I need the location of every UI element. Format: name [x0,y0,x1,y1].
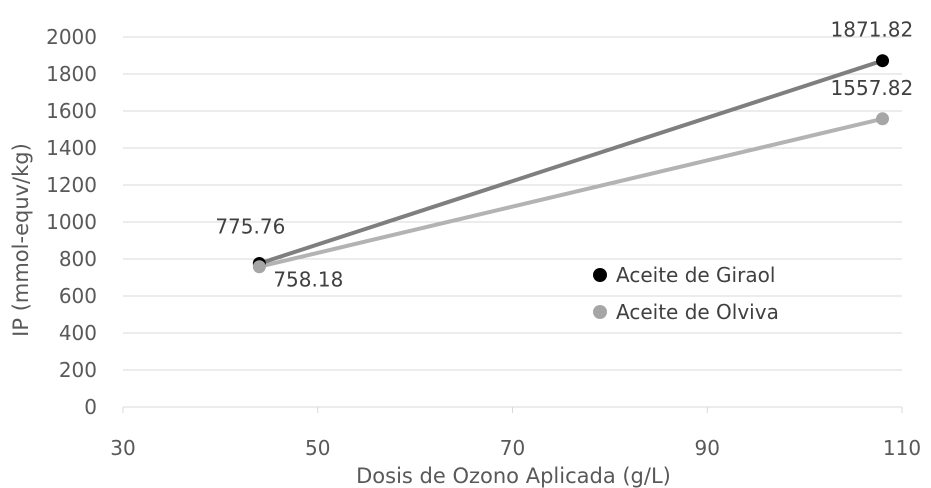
series-lines [257,58,885,269]
x-tick-labels: 30 50 70 90 110 [110,436,921,460]
x-axis-label: Dosis de Ozono Aplicada (g/L) [356,464,671,488]
y-tick-label: 600 [59,284,97,308]
data-point [252,260,266,274]
y-tick-label: 1000 [46,210,97,234]
data-label: 758.18 [273,268,343,292]
data-point [876,112,890,126]
x-tick-label: 90 [695,436,720,460]
legend: Aceite de Giraol Aceite de Olviva [593,263,779,324]
series-line [257,58,885,266]
data-label: 1557.82 [831,76,914,100]
axes [122,406,903,413]
legend-entry-label: Aceite de Giraol [616,263,775,287]
x-tick-label: 50 [305,436,330,460]
y-tick-label: 2000 [46,25,97,49]
y-tick-label: 1800 [46,62,97,86]
y-tick-label: 400 [59,321,97,345]
y-tick-label: 1600 [46,99,97,123]
gridlines [123,36,902,371]
x-tick-label: 30 [110,436,135,460]
y-tick-label: 200 [59,358,97,382]
y-tick-label: 1200 [46,173,97,197]
y-axis-label: IP (mmol-equv/kg) [9,143,33,337]
y-tick-label: 800 [59,247,97,271]
y-tick-labels: 0 200 400 600 800 1000 1200 1400 1600 1800 2000 [46,25,97,419]
y-tick-label: 1400 [46,136,97,160]
data-label: 775.76 [215,214,285,238]
data-point [876,54,890,68]
legend-marker [593,305,607,319]
y-tick-label: 0 [84,395,97,419]
legend-marker [593,268,607,282]
data-label: 1871.82 [831,18,914,42]
x-tick-label: 110 [883,436,921,460]
legend-entry-label: Aceite de Olviva [616,300,779,324]
x-tick-label: 70 [500,436,525,460]
series-line [257,116,885,269]
data-labels: 775.76 1871.82 758.18 1557.82 [215,18,913,292]
series-points [252,54,890,274]
